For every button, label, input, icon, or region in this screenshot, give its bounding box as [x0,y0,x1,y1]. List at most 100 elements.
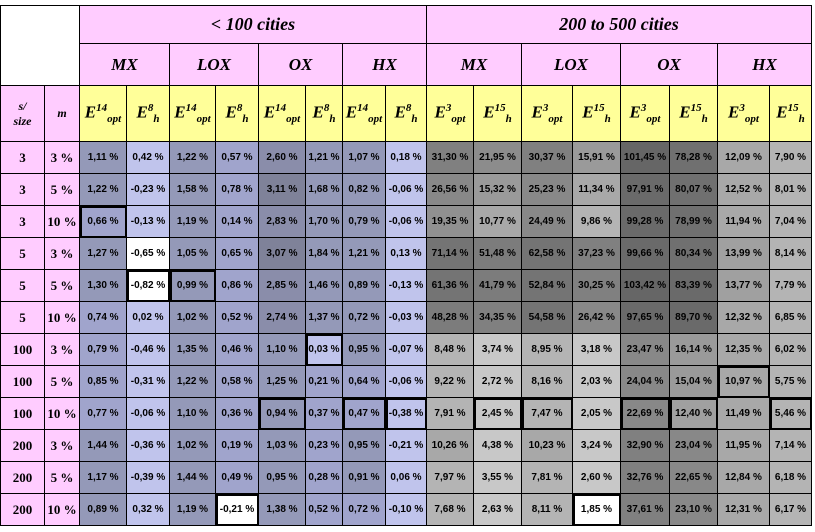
value-cell: 13,99 % [717,237,770,270]
value-cell: 71,14 % [426,237,474,270]
value-cell: 24,04 % [620,365,670,398]
value-cell: 0,52 % [215,301,259,334]
m-column-header: m [44,85,80,142]
value-cell: 12,52 % [717,173,770,206]
algorithm-header: MX [79,43,170,86]
value-cell: 15,91 % [572,141,621,174]
value-cell-highlighted: 2,45 % [473,397,522,430]
size-column-header: s/ size [0,85,45,142]
value-cell: 19,35 % [426,205,474,238]
value-cell: 12,31 % [717,493,770,526]
value-cell: 7,68 % [426,493,474,526]
value-cell: 22,65 % [669,461,718,494]
value-cell: 0,49 % [215,461,259,494]
value-cell: -0,13 % [385,269,427,302]
corner-cell [0,5,80,86]
value-cell: 48,28 % [426,301,474,334]
m-cell: 10 % [44,493,80,526]
value-cell: 0,28 % [305,461,343,494]
metric-column-header: E8h [385,85,427,142]
value-cell: 8,48 % [426,333,474,366]
m-cell: 5 % [44,269,80,302]
value-cell: 0,72 % [342,301,386,334]
value-cell: 1,19 % [169,493,216,526]
value-cell: 1,11 % [79,141,127,174]
results-table: < 100 cities 200 to 500 cities MX LOX OX HX… [0,5,812,526]
value-cell: 11,49 % [717,397,770,430]
value-cell: 23,04 % [669,429,718,462]
metric-symbol: E [582,102,594,122]
value-cell: 31,30 % [426,141,474,174]
value-cell: 1,46 % [305,269,343,302]
value-cell: 8,16 % [521,365,573,398]
value-cell: 99,66 % [620,237,670,270]
metric-subscript: opt [646,113,661,126]
value-cell: 2,83 % [258,205,306,238]
value-cell: 1,25 % [258,365,306,398]
value-cell: 89,70 % [669,301,718,334]
value-cell: 51,48 % [473,237,522,270]
value-cell: 3,11 % [258,173,306,206]
value-cell: 2,74 % [258,301,306,334]
value-cell: 12,32 % [717,301,770,334]
metric-column-header: E15h [572,85,621,142]
value-cell: 9,22 % [426,365,474,398]
value-cell: 0,46 % [215,333,259,366]
metric-symbol: E [629,102,641,122]
group-large-cities: 200 to 500 cities [426,5,812,44]
metric-subscript: opt [107,113,122,126]
value-cell: 32,76 % [620,461,670,494]
metric-superscript: 15 [593,101,605,114]
metric-symbol: E [679,102,691,122]
size-cell: 200 [0,429,45,462]
metric-subscript: h [411,113,418,126]
value-cell: -0,46 % [126,333,170,366]
m-cell: 3 % [44,429,80,462]
algorithm-header: LOX [521,43,621,86]
value-cell-highlighted: 0,66 % [79,205,127,238]
value-cell: 25,23 % [521,173,573,206]
metric-superscript: 3 [445,101,452,114]
m-cell: 3 % [44,333,80,366]
value-cell: 3,18 % [572,333,621,366]
metric-column-header: E14opt [79,85,127,142]
value-cell: 0,13 % [385,237,427,270]
value-cell: -0,06 % [385,205,427,238]
metric-symbol: E [728,102,740,122]
value-cell: 0,06 % [385,461,427,494]
metric-column-header: E8h [126,85,170,142]
value-cell: 0,91 % [342,461,386,494]
value-cell: 23,10 % [669,493,718,526]
value-cell: 12,35 % [717,333,770,366]
value-cell: 7,14 % [769,429,812,462]
value-cell: 0,95 % [258,461,306,494]
size-cell: 100 [0,333,45,366]
value-cell: 1,27 % [79,237,127,270]
value-cell: 8,95 % [521,333,573,366]
value-cell: 1,58 % [169,173,216,206]
value-cell: -0,31 % [126,365,170,398]
table-row: 100 5 % 0,85 % -0,31 % 1,22 % 0,58 % 1,25 % 0,2… [0,365,812,398]
metric-subscript: opt [451,113,466,126]
value-cell: 6,18 % [769,461,812,494]
metric-superscript: 15 [787,101,799,114]
value-cell: 2,03 % [572,365,621,398]
metric-symbol: E [136,102,148,122]
metric-subscript: h [505,113,512,126]
value-cell: -0,65 % [126,237,170,270]
metric-subscript: h [329,113,336,126]
value-cell: 34,35 % [473,301,522,334]
m-cell: 5 % [44,173,80,206]
value-cell-highlighted: 10,97 % [717,365,770,398]
value-cell: 16,14 % [669,333,718,366]
value-cell: 2,60 % [572,461,621,494]
m-cell: 10 % [44,301,80,334]
metric-column-header: E14opt [258,85,306,142]
value-cell: 78,28 % [669,141,718,174]
size-cell: 5 [0,301,45,334]
value-cell: 1,38 % [258,493,306,526]
value-cell: 101,45 % [620,141,670,174]
value-cell-highlighted: 0,94 % [258,397,306,430]
value-cell: 97,91 % [620,173,670,206]
value-cell: 1,84 % [305,237,343,270]
